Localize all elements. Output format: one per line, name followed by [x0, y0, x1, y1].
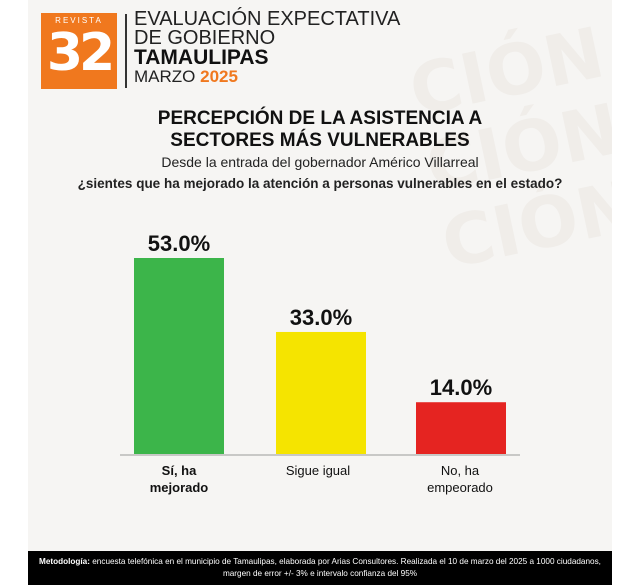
- header-line-2: DE GOBIERNO: [134, 27, 276, 49]
- category-2-line-1: Sigue igual: [285, 463, 351, 478]
- chart-subtitle: Desde la entrada del gobernador Américo …: [161, 154, 479, 170]
- value-label-sigue-igual: 33.0%: [290, 305, 352, 330]
- header-line-1: EVALUACIÓN EXPECTATIVA: [134, 8, 401, 30]
- methodology-label: Metodología:: [39, 557, 90, 566]
- header-text: EVALUACIÓN EXPECTATIVA DE GOBIERNO TAMAU…: [134, 8, 401, 86]
- header-state: TAMAULIPAS: [134, 46, 269, 69]
- category-3-line-1: No, ha: [440, 463, 480, 478]
- chart-title-line-2: SECTORES MÁS VULNERABLES: [170, 130, 470, 151]
- header-date: MARZO 2025: [134, 67, 400, 86]
- chart-title-line-1: PERCEPCIÓN DE LA ASISTENCIA A: [157, 108, 483, 129]
- header-month: MARZO: [134, 67, 196, 86]
- revista-32-logo: REVISTA 32: [41, 13, 117, 89]
- value-label-si-ha-mejorado: 53.0%: [148, 231, 210, 256]
- header-year: 2025: [200, 67, 238, 86]
- methodology-footer: Metodología: encuesta telefónica en el m…: [28, 551, 612, 585]
- logo-caption: REVISTA: [55, 16, 103, 25]
- category-1-line-2: mejorado: [149, 480, 209, 495]
- bar-sigue-igual: [276, 331, 366, 454]
- methodology-text: encuesta telefónica en el municipio de T…: [89, 557, 601, 578]
- category-3-line-2: empeorado: [427, 480, 493, 495]
- bar-no-ha-empeorado: [416, 402, 506, 454]
- survey-question: ¿sientes que ha mejorado la atención a p…: [77, 176, 563, 191]
- value-label-no-ha-empeorado: 14.0%: [430, 375, 492, 400]
- category-label-si-ha-mejorado: Sí, ha mejorado: [114, 462, 244, 496]
- infographic-canvas: CIÓN CIÓN CIÓN REVISTA 32 EVALUACIÓN EXPEC…: [28, 0, 612, 585]
- bar-chart: 53.0% 33.0% 14.0%: [120, 231, 520, 456]
- bar-si-ha-mejorado: [134, 258, 224, 454]
- category-label-no-ha-empeorado: No, ha empeorado: [395, 462, 525, 496]
- category-label-sigue-igual: Sigue igual: [253, 462, 383, 479]
- logo-number: 32: [46, 23, 115, 83]
- category-1-line-1: Sí, ha: [161, 463, 197, 478]
- header-divider: [125, 14, 127, 88]
